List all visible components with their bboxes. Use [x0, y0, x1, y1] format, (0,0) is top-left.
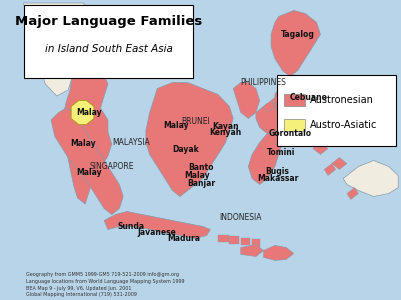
Text: Kayan: Kayan	[212, 122, 238, 131]
Text: Gorontalo: Gorontalo	[268, 129, 311, 138]
Text: Austro-Asiatic: Austro-Asiatic	[310, 120, 377, 130]
Text: Javanese: Javanese	[138, 228, 176, 237]
Text: Malay: Malay	[184, 171, 209, 180]
Polygon shape	[270, 94, 282, 106]
Polygon shape	[255, 100, 297, 134]
Text: BRUNEI: BRUNEI	[180, 117, 209, 126]
Text: Malay: Malay	[76, 108, 101, 117]
Text: Madura: Madura	[167, 234, 200, 243]
Polygon shape	[251, 239, 260, 247]
Text: Banto: Banto	[188, 163, 213, 172]
Text: Malay: Malay	[76, 168, 101, 177]
Bar	[284, 119, 304, 131]
Text: MALAYSIA: MALAYSIA	[111, 138, 149, 147]
Text: Bugis: Bugis	[265, 167, 289, 176]
Polygon shape	[217, 235, 228, 242]
Polygon shape	[71, 100, 94, 124]
Polygon shape	[312, 142, 327, 154]
Polygon shape	[274, 82, 327, 130]
Text: Malay: Malay	[163, 121, 188, 130]
Polygon shape	[324, 164, 335, 175]
Text: in Island South East Asia: in Island South East Asia	[45, 44, 172, 54]
Text: Cebuano: Cebuano	[290, 93, 327, 102]
FancyBboxPatch shape	[24, 4, 193, 78]
Polygon shape	[229, 236, 239, 244]
Text: Tagalog: Tagalog	[280, 30, 314, 39]
Polygon shape	[51, 108, 123, 214]
FancyBboxPatch shape	[276, 75, 395, 146]
Text: Tomini: Tomini	[267, 148, 295, 157]
Bar	[284, 94, 304, 106]
Polygon shape	[248, 130, 282, 184]
Polygon shape	[240, 238, 249, 245]
Text: Banjar: Banjar	[186, 179, 215, 188]
Polygon shape	[233, 82, 259, 118]
Text: SINGAPORE: SINGAPORE	[89, 162, 134, 171]
Text: Global Mapping International (719) 531-2009: Global Mapping International (719) 531-2…	[26, 292, 137, 297]
Text: Geography from GMM5 1999-GM5 719-521-2009 info@gm.org: Geography from GMM5 1999-GM5 719-521-200…	[26, 272, 179, 278]
Text: Major Language Families: Major Language Families	[15, 15, 202, 28]
Text: Sunda: Sunda	[117, 222, 144, 231]
Polygon shape	[270, 11, 320, 76]
Text: Makassar: Makassar	[256, 174, 298, 183]
Polygon shape	[240, 244, 263, 256]
Text: Kenyah: Kenyah	[209, 128, 241, 137]
Text: Language locations from World Language Mapping System 1999: Language locations from World Language M…	[26, 279, 184, 284]
Text: Malay: Malay	[70, 140, 96, 148]
Text: Austronesian: Austronesian	[310, 94, 373, 105]
Polygon shape	[146, 82, 233, 196]
Polygon shape	[22, 3, 109, 96]
Polygon shape	[331, 158, 346, 169]
Polygon shape	[342, 160, 397, 196]
Text: PHILIPPINES: PHILIPPINES	[240, 78, 286, 87]
Text: Dayak: Dayak	[172, 145, 198, 154]
Text: BEA Map 9 - July 99, V6, Updated Jun. 2001: BEA Map 9 - July 99, V6, Updated Jun. 20…	[26, 286, 132, 291]
Polygon shape	[346, 188, 357, 200]
Text: INDONESIA: INDONESIA	[219, 213, 261, 222]
Polygon shape	[62, 69, 111, 204]
Polygon shape	[263, 100, 274, 112]
Polygon shape	[104, 212, 210, 239]
Polygon shape	[263, 245, 293, 260]
